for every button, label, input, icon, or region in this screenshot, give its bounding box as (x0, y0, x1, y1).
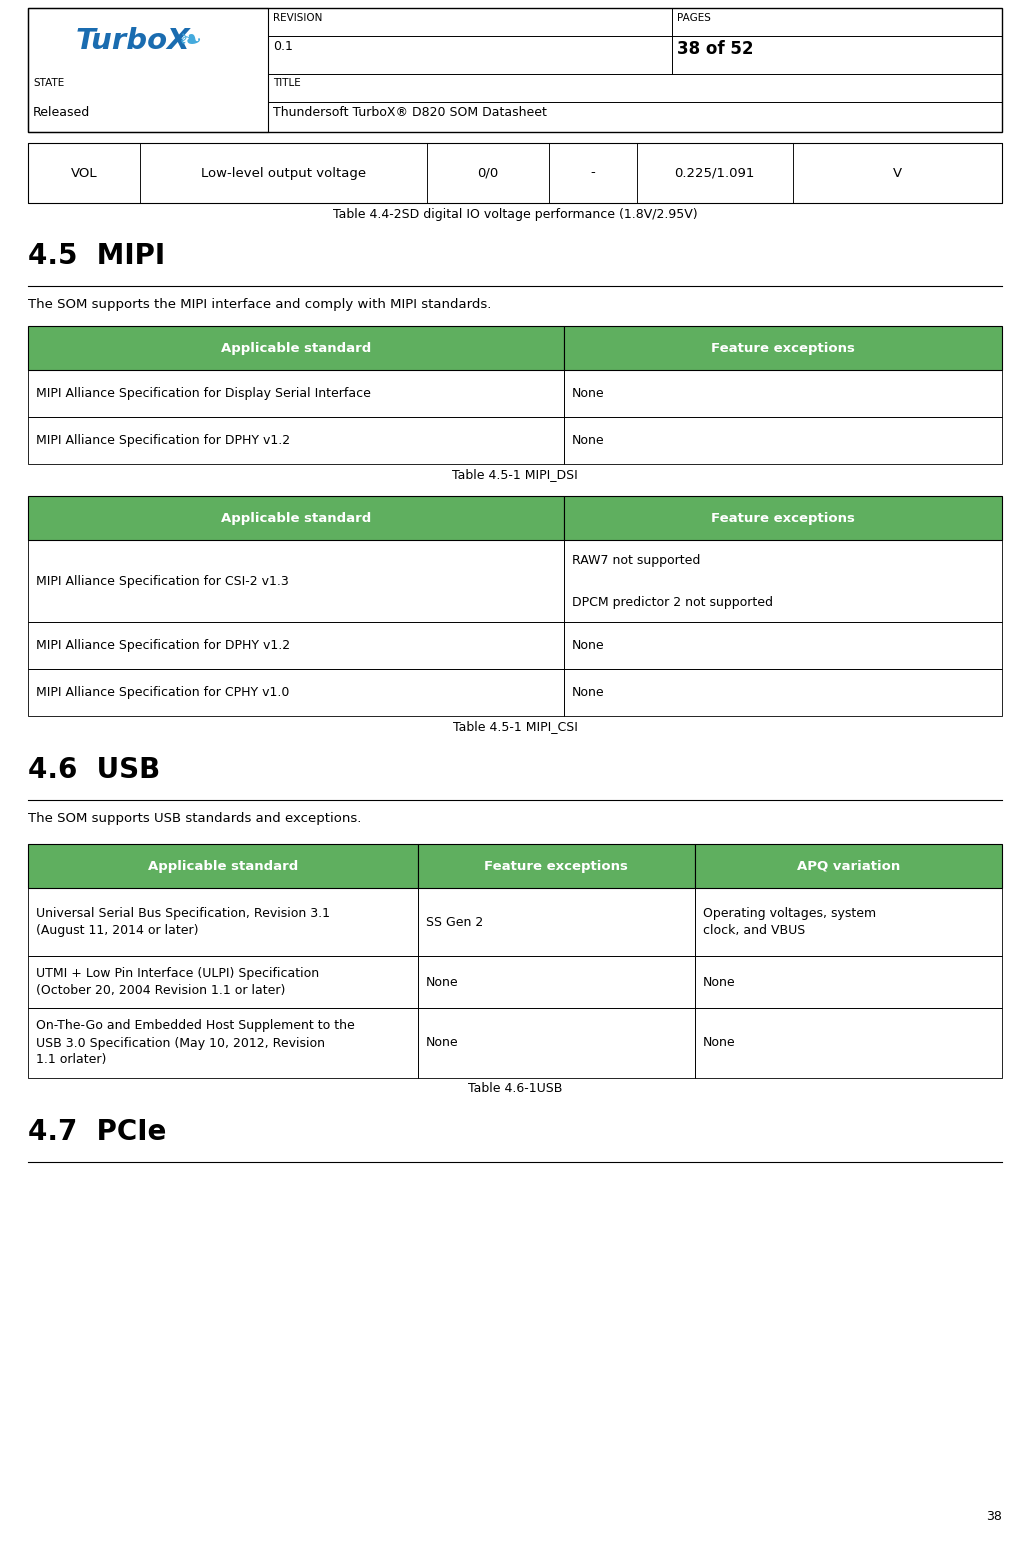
Text: Table 4.5-1 MIPI_CSI: Table 4.5-1 MIPI_CSI (452, 720, 578, 734)
Text: Released: Released (33, 106, 91, 119)
Text: ❧: ❧ (178, 28, 202, 55)
Text: Thundersoft TurboX® D820 SOM Datasheet: Thundersoft TurboX® D820 SOM Datasheet (273, 106, 547, 119)
Bar (793, 143, 1002, 203)
Bar (28, 888, 417, 955)
Text: Table 4.5-1 MIPI_DSI: Table 4.5-1 MIPI_DSI (452, 468, 578, 481)
Text: V: V (893, 166, 902, 179)
Bar (563, 327, 1002, 370)
Text: UTMI + Low Pin Interface (ULPI) Specification
(October 20, 2004 Revision 1.1 or : UTMI + Low Pin Interface (ULPI) Specific… (36, 968, 319, 997)
Text: RAW7 not supported

DPCM predictor 2 not supported: RAW7 not supported DPCM predictor 2 not … (572, 553, 772, 609)
Text: None: None (572, 435, 605, 447)
Bar (140, 143, 427, 203)
Bar (563, 539, 1002, 623)
Text: 0.1: 0.1 (273, 40, 293, 52)
Text: 4.6  USB: 4.6 USB (28, 757, 161, 784)
Text: MIPI Alliance Specification for DPHY v1.2: MIPI Alliance Specification for DPHY v1.… (36, 435, 290, 447)
Bar (28, 143, 1002, 203)
Text: PAGES: PAGES (677, 12, 711, 23)
Bar (28, 496, 563, 539)
Text: REVISION: REVISION (273, 12, 322, 23)
Text: None: None (425, 1037, 458, 1049)
Text: Table 4.4-2SD digital IO voltage performance (1.8V/2.95V): Table 4.4-2SD digital IO voltage perform… (333, 208, 697, 220)
Bar (28, 623, 563, 669)
Bar (28, 8, 268, 133)
Text: MIPI Alliance Specification for Display Serial Interface: MIPI Alliance Specification for Display … (36, 387, 371, 401)
Bar (28, 418, 563, 464)
Text: MIPI Alliance Specification for CSI-2 v1.3: MIPI Alliance Specification for CSI-2 v1… (36, 575, 288, 587)
Text: 4.5  MIPI: 4.5 MIPI (28, 242, 165, 270)
Text: APQ variation: APQ variation (797, 860, 900, 872)
Bar (549, 143, 637, 203)
Text: None: None (703, 975, 735, 988)
Text: Low-level output voltage: Low-level output voltage (201, 166, 367, 179)
Bar (28, 143, 140, 203)
Bar (28, 539, 563, 623)
Text: On-The-Go and Embedded Host Supplement to the
USB 3.0 Specification (May 10, 201: On-The-Go and Embedded Host Supplement t… (36, 1020, 354, 1066)
Bar (28, 327, 563, 370)
Bar (28, 1008, 417, 1079)
Text: -: - (590, 166, 595, 179)
Bar (417, 1008, 695, 1079)
Text: 38: 38 (986, 1510, 1002, 1523)
Bar (695, 955, 1002, 1008)
Bar (695, 1008, 1002, 1079)
Text: Applicable standard: Applicable standard (220, 512, 371, 524)
Bar (563, 623, 1002, 669)
Bar (417, 888, 695, 955)
Bar (637, 143, 793, 203)
Text: MIPI Alliance Specification for DPHY v1.2: MIPI Alliance Specification for DPHY v1.… (36, 640, 290, 652)
Bar (28, 370, 563, 418)
Text: 38 of 52: 38 of 52 (677, 40, 753, 59)
Text: None: None (425, 975, 458, 988)
Text: MIPI Alliance Specification for CPHY v1.0: MIPI Alliance Specification for CPHY v1.… (36, 686, 289, 700)
Text: None: None (572, 686, 605, 700)
Text: Applicable standard: Applicable standard (147, 860, 298, 872)
Text: Universal Serial Bus Specification, Revision 3.1
(August 11, 2014 or later): Universal Serial Bus Specification, Revi… (36, 908, 330, 937)
Bar (563, 418, 1002, 464)
Bar (28, 669, 563, 717)
Text: 4.7  PCIe: 4.7 PCIe (28, 1119, 167, 1147)
Text: Feature exceptions: Feature exceptions (711, 512, 855, 524)
Text: The SOM supports the MIPI interface and comply with MIPI standards.: The SOM supports the MIPI interface and … (28, 297, 491, 311)
Bar (417, 955, 695, 1008)
Text: TurboX: TurboX (75, 28, 191, 55)
Bar (28, 8, 1002, 133)
Text: VOL: VOL (71, 166, 97, 179)
Text: Applicable standard: Applicable standard (220, 342, 371, 354)
Text: None: None (572, 387, 605, 401)
Bar (563, 669, 1002, 717)
Text: Feature exceptions: Feature exceptions (484, 860, 628, 872)
Bar (417, 844, 695, 888)
Bar (695, 888, 1002, 955)
Bar (28, 844, 417, 888)
Text: 0/0: 0/0 (478, 166, 499, 179)
Text: Table 4.6-1USB: Table 4.6-1USB (468, 1082, 562, 1096)
Text: None: None (703, 1037, 735, 1049)
Text: SS Gen 2: SS Gen 2 (425, 915, 483, 929)
Text: Operating voltages, system
clock, and VBUS: Operating voltages, system clock, and VB… (703, 908, 877, 937)
Text: Feature exceptions: Feature exceptions (711, 342, 855, 354)
Bar (563, 496, 1002, 539)
Bar (427, 143, 549, 203)
Bar (695, 844, 1002, 888)
Bar (563, 370, 1002, 418)
Text: 0.225/1.091: 0.225/1.091 (675, 166, 755, 179)
Bar (28, 955, 417, 1008)
Text: STATE: STATE (33, 79, 64, 88)
Text: TITLE: TITLE (273, 79, 301, 88)
Text: The SOM supports USB standards and exceptions.: The SOM supports USB standards and excep… (28, 812, 362, 824)
Text: None: None (572, 640, 605, 652)
